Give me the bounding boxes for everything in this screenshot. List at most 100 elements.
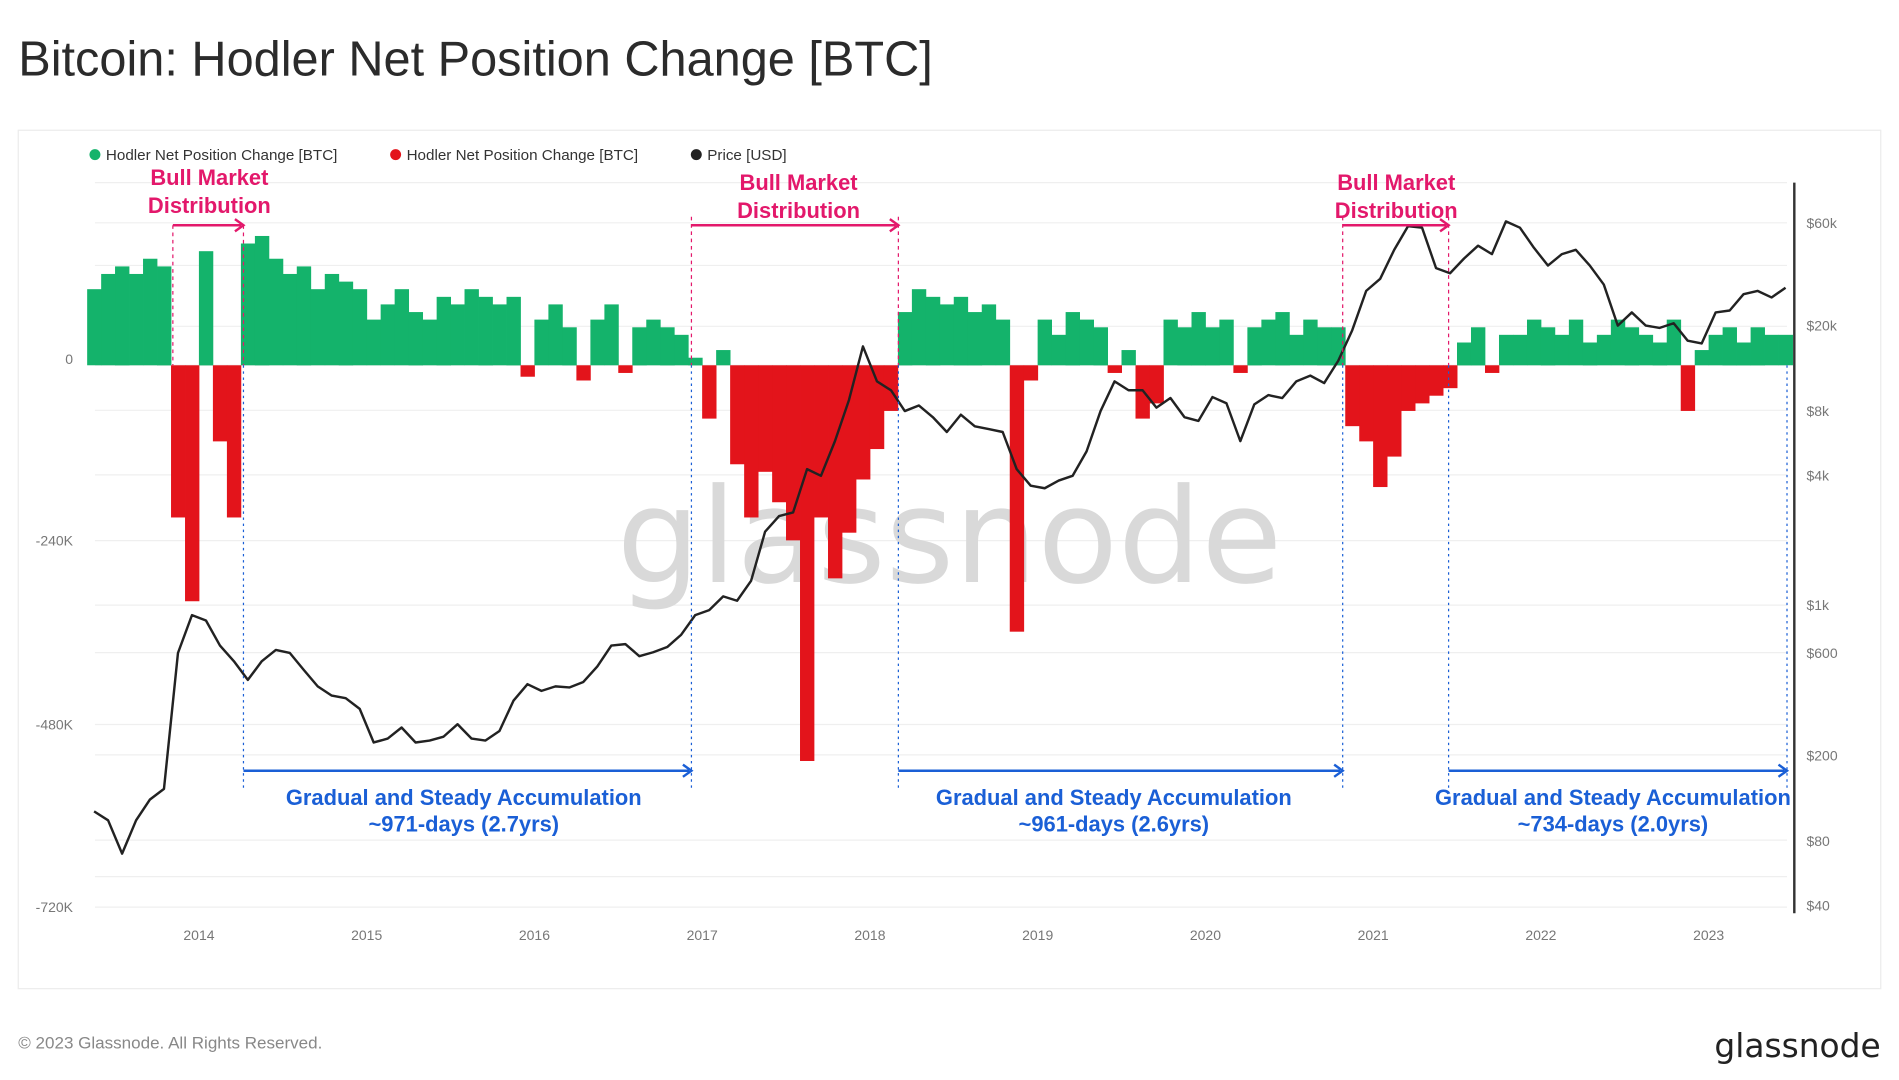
y-right-tick-label: $20k: [1806, 317, 1837, 333]
bar-negative: [1680, 365, 1696, 411]
bar-negative: [856, 365, 871, 480]
bar-negative: [1443, 365, 1458, 389]
bar-negative: [758, 365, 773, 472]
bar-positive: [1568, 319, 1584, 366]
bar-negative: [1009, 365, 1025, 632]
bar-positive: [1275, 312, 1290, 366]
bar-positive: [1778, 334, 1793, 366]
bar-negative: [1345, 365, 1360, 427]
bar-positive: [534, 319, 549, 366]
bar-positive: [338, 281, 354, 366]
bar-positive: [1512, 334, 1528, 366]
hodler-bars: [87, 235, 1793, 761]
x-tick-label: 2015: [351, 927, 382, 943]
accumulation-label: Gradual and Steady Accumulation: [936, 785, 1292, 810]
bar-positive: [1163, 319, 1178, 366]
bar-positive: [129, 273, 144, 366]
glassnode-logo[interactable]: glassnode: [1714, 1026, 1880, 1065]
bar-negative: [744, 365, 759, 518]
x-tick-label: 2018: [854, 927, 885, 943]
accumulation-label: Gradual and Steady Accumulation: [1435, 785, 1791, 810]
legend: Hodler Net Position Change [BTC] Hodler …: [89, 147, 787, 164]
bar-positive: [716, 350, 731, 366]
x-tick-label: 2014: [183, 927, 214, 943]
bar-positive: [897, 312, 913, 366]
bar-positive: [981, 304, 997, 366]
bar-positive: [1121, 350, 1136, 366]
x-tick-label: 2023: [1693, 927, 1724, 943]
bar-positive: [953, 296, 969, 366]
bar-negative: [1373, 365, 1388, 488]
y-tick-label: -240K: [36, 532, 74, 548]
bar-negative: [1429, 365, 1444, 396]
x-tick-label: 2019: [1022, 927, 1053, 943]
y-tick-label: -720K: [36, 899, 74, 915]
bar-positive: [240, 243, 256, 366]
y-right-tick-label: $4k: [1806, 468, 1830, 484]
x-tick-label: 2022: [1525, 927, 1556, 943]
bar-positive: [548, 304, 563, 366]
bar-negative: [171, 365, 186, 518]
bar-positive: [1498, 334, 1514, 366]
bar-negative: [869, 365, 885, 450]
bar-positive: [660, 327, 675, 366]
legend-item-price[interactable]: Price [USD]: [707, 147, 786, 164]
bar-negative: [1484, 365, 1500, 373]
bar-positive: [380, 304, 396, 366]
bar-negative: [842, 365, 857, 533]
bar-positive: [674, 334, 689, 366]
bar-positive: [1065, 312, 1080, 366]
page-title: Bitcoin: Hodler Net Position Change [BTC…: [18, 32, 933, 86]
arrowhead-icon: [682, 763, 694, 778]
bar-positive: [464, 289, 479, 366]
x-tick-label: 2020: [1190, 927, 1221, 943]
bar-positive: [688, 357, 703, 366]
y-right-tick-label: $40: [1806, 898, 1830, 914]
bar-negative: [1401, 365, 1416, 411]
bar-positive: [436, 296, 452, 366]
bar-negative: [814, 365, 829, 518]
bar-positive: [394, 289, 410, 366]
bar-positive: [1624, 327, 1640, 366]
bar-positive: [1317, 327, 1332, 366]
legend-swatch-price: [690, 149, 702, 161]
bar-positive: [1610, 319, 1626, 366]
accumulation-label: ~961-days (2.6yrs): [1019, 812, 1210, 837]
bar-positive: [995, 319, 1011, 366]
bar-positive: [911, 289, 927, 366]
bar-positive: [115, 266, 130, 366]
arrowhead-icon: [1777, 763, 1790, 778]
bar-negative: [1359, 365, 1374, 442]
y-right-tick-label: $1k: [1806, 597, 1830, 613]
bar-positive: [492, 304, 507, 366]
y-tick-label: 0: [65, 351, 73, 367]
bar-positive: [157, 266, 172, 366]
bar-negative: [1233, 365, 1248, 373]
y-right-tick-label: $8k: [1806, 403, 1830, 419]
bar-positive: [450, 304, 465, 366]
bar-negative: [828, 365, 843, 579]
legend-item-positive[interactable]: Hodler Net Position Change [BTC]: [106, 147, 338, 164]
bar-positive: [1079, 319, 1094, 366]
bar-negative: [576, 365, 591, 381]
bar-positive: [967, 312, 983, 366]
arrowhead-icon: [1333, 763, 1345, 778]
arrowhead-icon: [889, 218, 901, 233]
y-right-tick-label: $200: [1806, 747, 1837, 763]
bar-positive: [1331, 327, 1346, 366]
bar-positive: [1289, 334, 1304, 366]
bar-positive: [1666, 319, 1682, 366]
bar-positive: [1205, 327, 1220, 366]
legend-item-negative[interactable]: Hodler Net Position Change [BTC]: [407, 147, 639, 164]
bar-positive: [1652, 342, 1668, 366]
bar-positive: [422, 319, 438, 366]
bar-positive: [478, 296, 493, 366]
y-tick-label: -480K: [36, 716, 74, 732]
bar-positive: [1694, 350, 1710, 366]
bar-positive: [310, 289, 326, 366]
x-tick-label: 2016: [519, 927, 550, 943]
bar-positive: [254, 235, 270, 366]
bar-negative: [772, 365, 787, 503]
bar-positive: [1764, 334, 1779, 366]
